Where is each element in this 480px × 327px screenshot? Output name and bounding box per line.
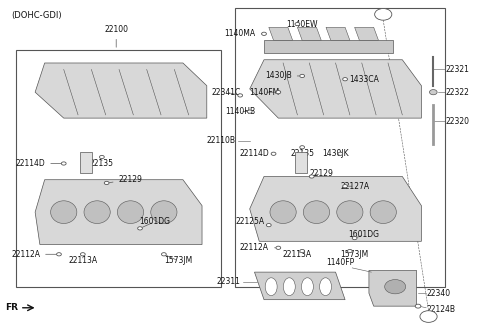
Ellipse shape [265, 278, 277, 296]
Text: 22341C: 22341C [211, 88, 240, 97]
Circle shape [348, 250, 352, 253]
Text: 1430JK: 1430JK [322, 149, 349, 158]
Circle shape [238, 94, 242, 97]
Text: 1573JM: 1573JM [164, 255, 192, 265]
Polygon shape [35, 63, 207, 118]
Ellipse shape [84, 201, 110, 223]
Polygon shape [298, 27, 321, 40]
Circle shape [375, 9, 392, 20]
Text: 22321: 22321 [445, 65, 469, 74]
Circle shape [81, 253, 85, 256]
Circle shape [300, 74, 304, 77]
Circle shape [271, 152, 276, 155]
Circle shape [61, 162, 66, 165]
Polygon shape [250, 177, 421, 241]
Circle shape [420, 311, 437, 322]
Text: 1601DG: 1601DG [348, 230, 380, 239]
FancyBboxPatch shape [81, 152, 92, 173]
Polygon shape [250, 60, 421, 118]
Text: 1140HB: 1140HB [225, 107, 255, 116]
Circle shape [266, 223, 271, 227]
Text: A: A [381, 10, 386, 19]
Circle shape [415, 304, 421, 308]
Circle shape [430, 90, 437, 95]
Text: 22114D: 22114D [15, 159, 61, 168]
Text: 22129: 22129 [309, 169, 333, 178]
Text: 22113A: 22113A [68, 256, 97, 265]
Circle shape [300, 146, 304, 149]
Text: 1140FM: 1140FM [249, 88, 279, 97]
Ellipse shape [283, 278, 295, 296]
FancyBboxPatch shape [16, 50, 221, 287]
Text: 22125A: 22125A [235, 217, 269, 226]
FancyBboxPatch shape [295, 152, 307, 173]
Text: 1140EW: 1140EW [287, 20, 318, 28]
Circle shape [300, 250, 304, 253]
Polygon shape [326, 27, 350, 40]
Circle shape [338, 152, 343, 155]
Circle shape [276, 246, 281, 250]
Text: 22340: 22340 [426, 289, 450, 298]
Text: 22110B: 22110B [206, 136, 235, 145]
Text: 22112A: 22112A [11, 250, 56, 259]
Circle shape [99, 155, 104, 159]
Text: 1140FP: 1140FP [326, 258, 354, 267]
Polygon shape [369, 270, 417, 306]
Text: 1430JB: 1430JB [265, 72, 300, 80]
Polygon shape [269, 27, 293, 40]
Ellipse shape [118, 201, 144, 223]
Text: (DOHC-GDI): (DOHC-GDI) [11, 11, 62, 20]
Text: 22114D: 22114D [240, 149, 274, 158]
Text: 22135: 22135 [90, 159, 114, 168]
Polygon shape [35, 180, 202, 245]
Circle shape [161, 253, 166, 256]
Ellipse shape [151, 201, 177, 223]
Text: 22135: 22135 [290, 149, 314, 158]
Text: 1601DG: 1601DG [139, 217, 170, 227]
Text: 22129: 22129 [109, 175, 143, 184]
Circle shape [276, 91, 281, 94]
Circle shape [309, 175, 314, 178]
Circle shape [138, 227, 143, 230]
Ellipse shape [303, 201, 330, 223]
FancyBboxPatch shape [235, 8, 445, 287]
Circle shape [295, 23, 300, 26]
Ellipse shape [50, 201, 77, 223]
Circle shape [384, 280, 406, 294]
Ellipse shape [301, 278, 313, 296]
Polygon shape [355, 27, 378, 40]
Text: 22320: 22320 [445, 117, 469, 126]
Text: 22127A: 22127A [340, 182, 369, 191]
Circle shape [343, 77, 348, 81]
Text: A: A [426, 312, 431, 321]
Ellipse shape [370, 201, 396, 223]
Circle shape [262, 32, 266, 35]
Text: 22100: 22100 [104, 25, 128, 47]
Circle shape [343, 184, 348, 188]
Text: 22311: 22311 [216, 277, 240, 286]
Circle shape [247, 110, 252, 113]
Ellipse shape [270, 201, 296, 223]
Text: 1140MA: 1140MA [225, 29, 264, 38]
Text: FR: FR [5, 303, 18, 312]
Circle shape [57, 253, 61, 256]
Polygon shape [254, 272, 345, 300]
Text: 22113A: 22113A [283, 250, 312, 259]
Text: 1433CA: 1433CA [345, 75, 379, 84]
Circle shape [352, 236, 357, 240]
Text: 22112A: 22112A [240, 243, 276, 252]
Polygon shape [264, 40, 393, 53]
Ellipse shape [320, 278, 332, 296]
Ellipse shape [337, 201, 363, 223]
Text: 1573JM: 1573JM [340, 250, 369, 259]
Text: 22124B: 22124B [426, 305, 455, 314]
Circle shape [104, 181, 109, 184]
Text: 22322: 22322 [445, 88, 469, 97]
